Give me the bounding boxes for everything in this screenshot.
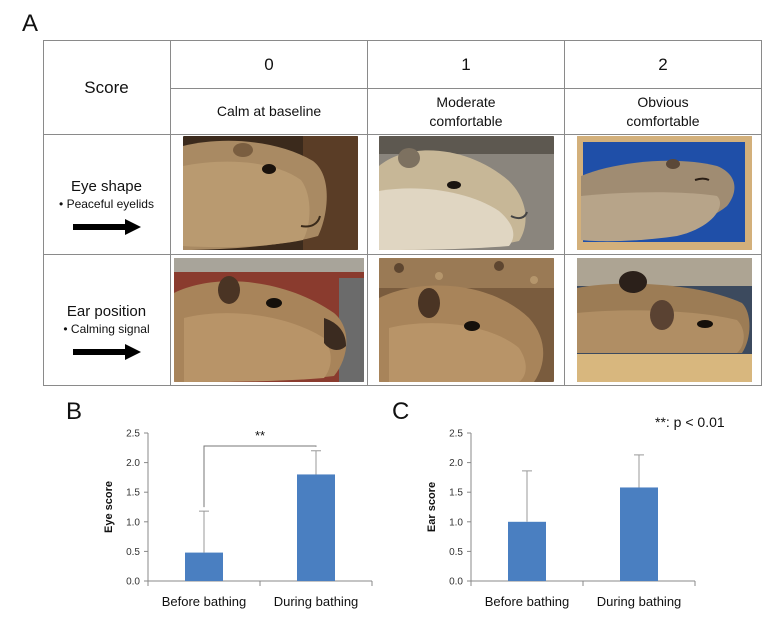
ear-chart-category-label: Before bathing <box>485 594 570 609</box>
arrow-right-icon <box>72 344 141 360</box>
score-value-0: 0 <box>264 54 274 74</box>
chart-ear-score-svg: 0.0 0.5 1.0 1.5 2.0 2.5 Ear score Before bathin… <box>426 429 696 609</box>
score-desc-2-line2: comfortable <box>626 112 700 129</box>
eye-chart-ytick-label: 0.5 <box>126 547 140 558</box>
eye-chart-category-label: Before bathing <box>162 594 247 609</box>
capybara-photo-eye-2 <box>577 136 752 250</box>
row-title-ear: Ear position <box>66 303 147 320</box>
capybara-photo-eye-1 <box>379 136 554 250</box>
eye-chart-ylabel: Eye score <box>103 481 115 533</box>
panel-letter-a: A <box>22 10 39 37</box>
capybara-photo-ear-1 <box>379 258 554 382</box>
ear-chart-bar <box>508 521 546 581</box>
score-value-1: 1 <box>461 54 471 74</box>
significance-note: **: p < 0.01 <box>655 414 725 430</box>
panel-letter-b: B <box>66 398 83 425</box>
score-table: Score 0 1 2 Calm at baseline Moderate co… <box>43 40 762 386</box>
score-desc-1: Moderate comfortable <box>368 89 564 134</box>
score-value-2: 2 <box>658 54 668 74</box>
panel-letter-c: C <box>392 398 410 425</box>
ear-chart-bar <box>620 487 658 581</box>
ear-chart-ytick-label: 1.0 <box>449 517 463 528</box>
capybara-photo-ear-2 <box>577 258 752 382</box>
score-desc-1-line1: Moderate <box>436 93 496 110</box>
score-desc-0: Calm at baseline <box>171 89 367 134</box>
eye-chart-ytick-label: 2.0 <box>126 458 140 469</box>
capybara-photo-eye-0 <box>183 136 358 250</box>
ear-chart-ytick-label: 0.0 <box>449 577 463 588</box>
row-sub-ear: • Calming signal <box>63 322 150 336</box>
ear-chart-category-label: During bathing <box>597 594 682 609</box>
ear-chart-ylabel: Ear score <box>426 482 438 532</box>
eye-chart-category-label: During bathing <box>274 594 359 609</box>
row-title-eye: Eye shape <box>71 178 142 195</box>
eye-chart-bar <box>185 552 223 581</box>
chart-eye-score-svg: 0.0 0.5 1.0 1.5 2.0 2.5 Eye score Before bathin… <box>103 428 373 609</box>
ear-chart-ytick-label: 2.0 <box>449 458 463 469</box>
capybara-photo-ear-0 <box>174 258 364 382</box>
score-desc-2-line1: Obvious <box>637 93 689 110</box>
row-label-ear: Ear position • Calming signal <box>43 303 170 360</box>
eye-chart-significance-label: ** <box>255 428 265 443</box>
chart-ear-score: 0.0 0.5 1.0 1.5 2.0 2.5 Ear score Before bathin… <box>413 425 703 615</box>
score-desc-2: Obvious comfortable <box>565 89 761 134</box>
eye-chart-ytick-label: 2.5 <box>126 429 140 440</box>
ear-chart-ytick-label: 0.5 <box>449 547 463 558</box>
row-sub-eye: • Peaceful eyelids <box>59 197 154 211</box>
row-label-eye: Eye shape • Peaceful eyelids <box>43 178 170 235</box>
eye-chart-ytick-label: 0.0 <box>126 577 140 588</box>
score-desc-1-line2: comfortable <box>429 112 503 129</box>
chart-eye-score: 0.0 0.5 1.0 1.5 2.0 2.5 Eye score Before bathin… <box>90 425 380 615</box>
eye-chart-significance-bracket <box>203 445 317 508</box>
eye-chart-ytick-label: 1.0 <box>126 517 140 528</box>
score-desc-0-line1: Calm at baseline <box>216 103 322 119</box>
eye-chart-ytick-label: 1.5 <box>126 488 140 499</box>
eye-chart-bar <box>297 474 335 581</box>
ear-chart-ytick-label: 2.5 <box>449 429 463 440</box>
score-header: Score <box>84 77 129 97</box>
ear-chart-ytick-label: 1.5 <box>449 488 463 499</box>
arrow-right-icon <box>72 219 141 235</box>
